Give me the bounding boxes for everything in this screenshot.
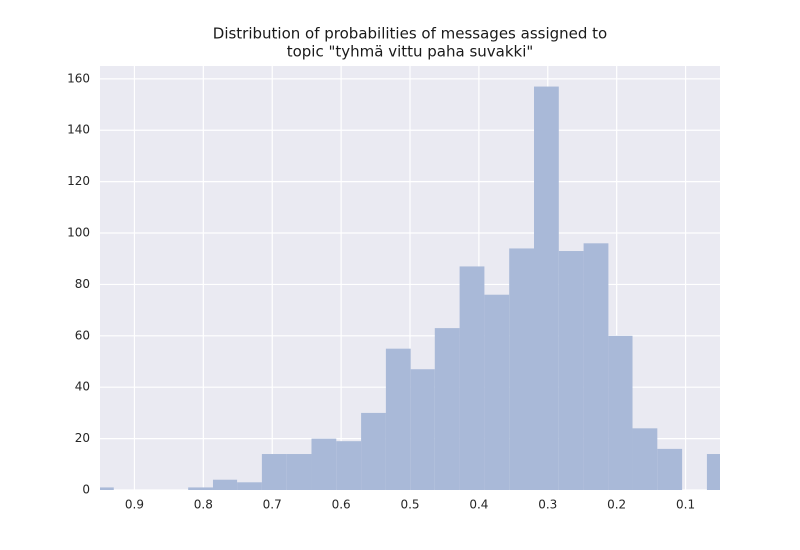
- bar: [434, 328, 460, 490]
- bar: [385, 348, 411, 490]
- bar: [583, 243, 609, 490]
- y-tick-label: 160: [67, 71, 90, 85]
- bar: [286, 454, 312, 490]
- y-tick-label: 120: [67, 174, 90, 188]
- bar: [188, 487, 213, 490]
- chart-title: topic "tyhmä vittu paha suvakki": [287, 43, 534, 61]
- bar: [706, 454, 720, 490]
- x-tick-label: 0.6: [332, 498, 351, 512]
- bar: [100, 487, 114, 490]
- bar: [459, 266, 485, 490]
- bar: [632, 428, 658, 490]
- bar: [534, 86, 559, 490]
- bar: [410, 369, 435, 490]
- bar: [608, 335, 633, 490]
- x-tick-label: 0.1: [676, 498, 695, 512]
- x-tick-label: 0.7: [263, 498, 282, 512]
- y-tick-label: 140: [67, 123, 90, 137]
- bar: [336, 441, 362, 490]
- y-tick-label: 80: [75, 277, 90, 291]
- bar: [657, 448, 683, 490]
- bar: [361, 412, 386, 490]
- x-tick-label: 0.3: [538, 498, 557, 512]
- bar: [237, 482, 262, 490]
- x-tick-label: 0.2: [607, 498, 626, 512]
- bar: [558, 251, 584, 490]
- bar: [484, 294, 510, 490]
- y-tick-label: 40: [75, 380, 90, 394]
- x-tick-label: 0.8: [194, 498, 213, 512]
- bar: [509, 248, 534, 490]
- bar: [212, 479, 238, 490]
- y-tick-label: 60: [75, 328, 90, 342]
- chart-title: Distribution of probabilities of message…: [213, 25, 607, 43]
- x-tick-label: 0.5: [400, 498, 419, 512]
- bars: [100, 86, 720, 490]
- y-tick-label: 20: [75, 431, 90, 445]
- y-tick-label: 100: [67, 226, 90, 240]
- x-tick-label: 0.4: [469, 498, 488, 512]
- bar: [311, 438, 337, 490]
- y-tick-label: 0: [82, 483, 90, 497]
- bar: [261, 454, 287, 490]
- x-tick-label: 0.9: [125, 498, 144, 512]
